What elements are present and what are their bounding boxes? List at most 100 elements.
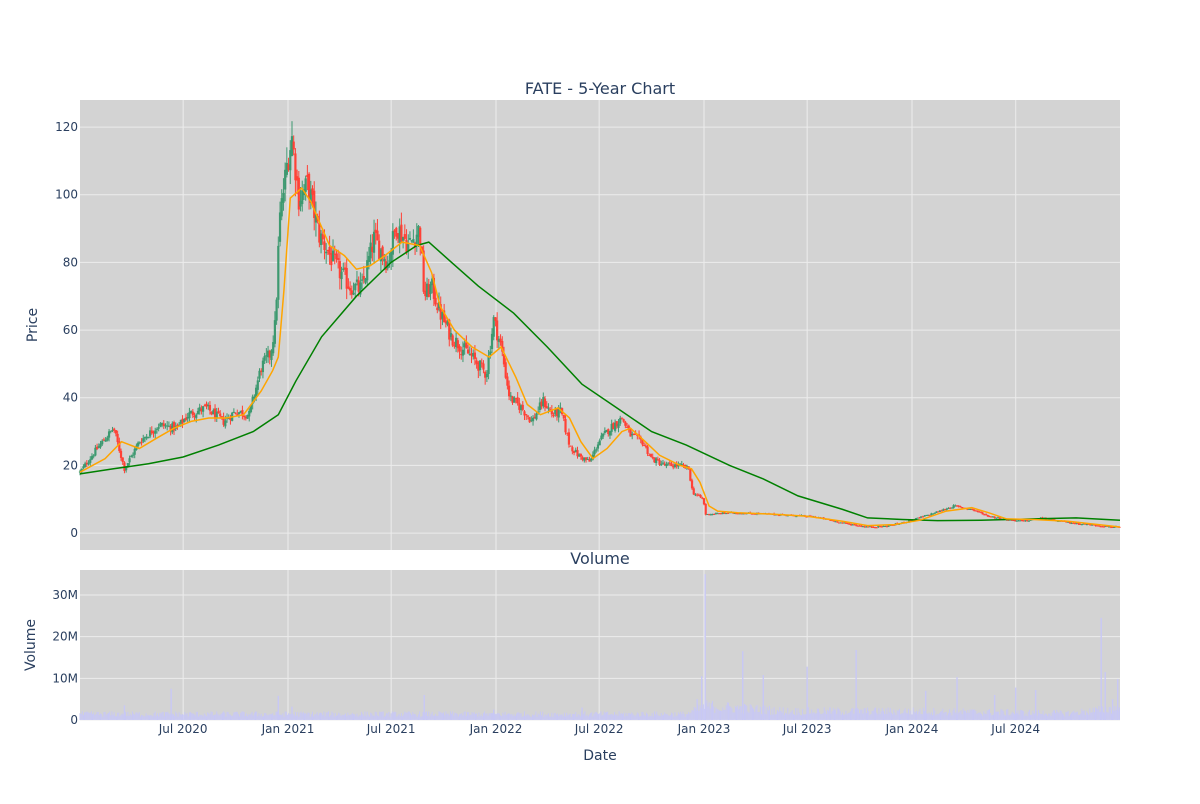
candle-body: [530, 419, 533, 421]
candle-body: [313, 190, 316, 219]
volume-spike-bar: [956, 677, 958, 720]
volume-bar: [1023, 711, 1025, 720]
candle-body: [873, 527, 877, 529]
candle-body: [632, 434, 636, 436]
candle-body: [284, 169, 287, 190]
volume-bar: [935, 715, 937, 720]
volume-bar: [549, 716, 551, 720]
volume-bar: [508, 713, 510, 720]
volume-spike-bar: [855, 650, 857, 720]
candle-body: [649, 454, 653, 457]
candle-body: [1022, 520, 1025, 522]
candle-body: [484, 371, 487, 378]
candle-body: [513, 397, 516, 403]
candle-body: [390, 251, 393, 263]
volume-bar: [816, 708, 818, 720]
candle-body: [439, 304, 442, 320]
volume-bar: [665, 713, 667, 720]
volume-bar: [854, 708, 856, 720]
volume-bar: [411, 714, 413, 720]
candle-body: [576, 450, 579, 457]
volume-bar: [1030, 714, 1032, 720]
volume-bar-marks: [79, 574, 1120, 720]
volume-bar: [758, 711, 760, 720]
volume-bar: [264, 713, 266, 720]
volume-bar: [1052, 710, 1054, 720]
volume-bar: [692, 710, 694, 720]
candle-body: [596, 444, 600, 449]
volume-bar: [192, 713, 194, 720]
volume-bar: [529, 716, 531, 720]
volume-bar: [364, 711, 366, 720]
volume-bar: [102, 716, 104, 720]
candle-body: [549, 409, 552, 411]
volume-bar: [1022, 710, 1024, 720]
volume-bar: [542, 711, 544, 720]
volume-bar: [838, 708, 840, 720]
candle-body: [362, 276, 365, 280]
volume-bar: [243, 712, 245, 720]
candle-body: [998, 517, 1001, 520]
volume-bar: [269, 714, 271, 720]
volume-bar: [650, 715, 652, 720]
volume-bar: [934, 710, 936, 720]
volume-bar: [203, 713, 205, 720]
candle-body: [396, 233, 400, 239]
volume-bar: [1027, 711, 1029, 720]
volume-bar: [667, 715, 669, 720]
candle-body: [412, 239, 415, 243]
volume-bar: [428, 711, 430, 720]
volume-bar: [297, 712, 299, 720]
candle-body: [102, 439, 106, 441]
candle-body: [868, 526, 871, 528]
volume-bar: [219, 714, 221, 720]
volume-bar: [714, 712, 716, 720]
volume-bar: [902, 713, 904, 720]
candle-body: [690, 480, 694, 489]
candle-body: [1049, 518, 1053, 520]
volume-bar: [912, 707, 914, 720]
candle-body: [349, 288, 352, 291]
volume-bar: [374, 711, 376, 720]
volume-y-tick-label: 20M: [52, 630, 78, 644]
candle-body: [227, 418, 230, 420]
candle-body: [976, 510, 979, 512]
volume-bar: [625, 713, 627, 720]
price-y-tick-label: 120: [55, 120, 78, 134]
volume-bar: [471, 712, 473, 720]
volume-bar: [562, 716, 564, 720]
volume-bar: [602, 714, 604, 720]
volume-bar: [876, 712, 878, 720]
volume-bar: [871, 710, 873, 720]
candle-body: [511, 396, 514, 403]
volume-bar: [657, 714, 659, 720]
candle-body: [402, 237, 405, 241]
candle-body: [543, 398, 547, 408]
volume-bar: [1041, 714, 1043, 720]
volume-bar: [358, 715, 360, 720]
candle-body: [217, 411, 220, 414]
volume-bar: [905, 712, 907, 720]
volume-bar: [959, 711, 961, 720]
volume-bar: [109, 711, 111, 720]
volume-bar: [1014, 714, 1016, 720]
volume-bar: [888, 712, 890, 720]
candle-body: [920, 516, 923, 518]
volume-bar: [261, 716, 263, 720]
volume-bar: [643, 714, 645, 720]
candle-body: [523, 411, 526, 416]
volume-bar: [904, 708, 906, 720]
volume-bar: [1064, 716, 1066, 720]
volume-bar: [837, 707, 839, 720]
volume-bar: [355, 715, 357, 720]
volume-bar: [480, 714, 482, 720]
volume-bar: [914, 712, 916, 720]
volume-bar: [391, 711, 393, 720]
volume-bar: [945, 711, 947, 720]
volume-bar: [836, 713, 838, 720]
volume-bar: [217, 713, 219, 720]
volume-bar: [107, 712, 109, 720]
volume-bar: [292, 713, 294, 720]
